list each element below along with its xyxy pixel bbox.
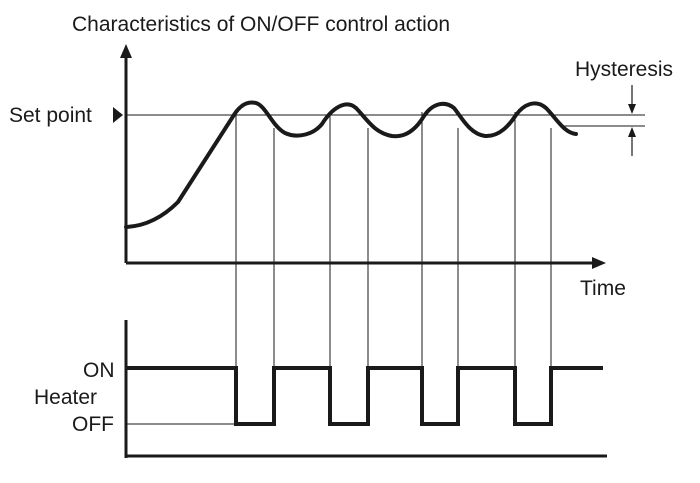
heater-signal [126,366,603,426]
heater-label: Heater [34,386,97,409]
set-point-label: Set point [9,104,92,127]
time-axis-label: Time [580,277,626,300]
hysteresis-arrowhead-top [628,104,636,114]
hysteresis-label: Hysteresis [575,58,673,81]
switching-guide-lines [235,112,552,425]
heater-on-label: ON [83,359,115,382]
heater-off-label: OFF [72,413,114,436]
temperature-curve [124,100,578,229]
diagram-title: Characteristics of ON/OFF control action [72,13,450,36]
time-axis-arrow [592,257,606,269]
temperature-axis-arrow [120,44,132,58]
set-point-marker [113,107,123,123]
hysteresis-arrowhead-bottom [628,127,636,137]
